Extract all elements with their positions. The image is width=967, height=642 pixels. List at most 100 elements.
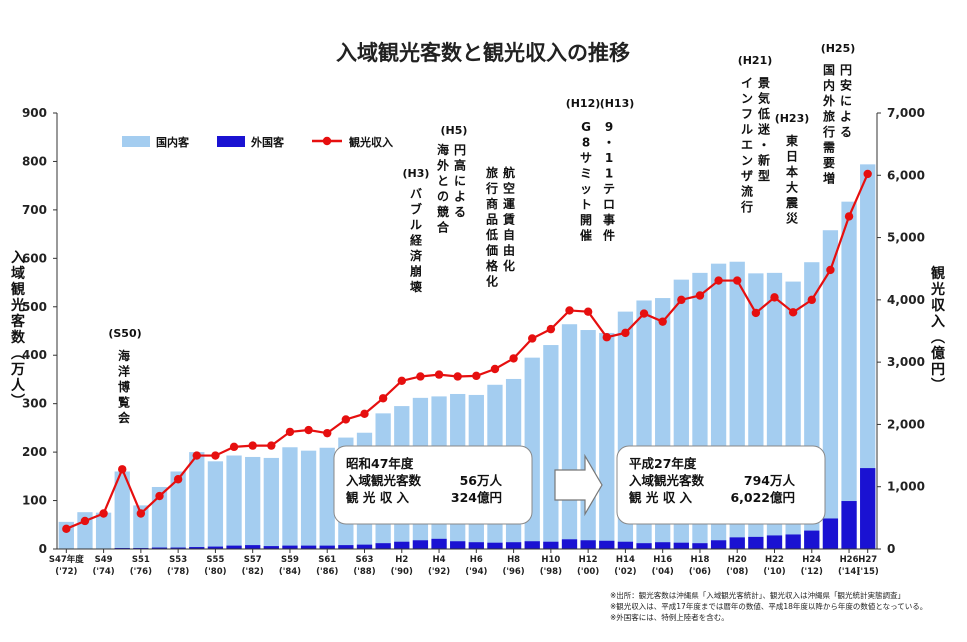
bar-foreign (226, 545, 242, 549)
x-tick-label: H27 (858, 555, 877, 565)
axis-label-char: 低 (757, 106, 770, 121)
point-income (80, 516, 90, 526)
x-tick-label: H10 (541, 555, 560, 565)
y2-tick-label: 4,000 (887, 293, 925, 307)
bar-foreign (580, 540, 596, 549)
y2-tick-label: 7,000 (887, 106, 925, 120)
x-tick-label: S49 (95, 555, 113, 565)
bar-domestic (300, 450, 317, 549)
bar-foreign (692, 543, 708, 549)
point-income (99, 509, 108, 518)
axis-label-char: 光 (10, 297, 25, 314)
axis-label-char: 1 (605, 151, 613, 165)
point-income (807, 295, 816, 305)
axis-label-char: サ (580, 151, 592, 165)
axis-label-char: G (581, 120, 591, 134)
axis-label-char: 高 (454, 158, 466, 173)
bar-foreign (394, 541, 410, 549)
axis-label-char: 流 (741, 184, 753, 199)
point-income (528, 334, 537, 343)
y-tick-label: 900 (22, 106, 47, 120)
x-tick-label: H8 (507, 555, 520, 565)
legend-swatch-domestic (122, 136, 150, 147)
point-income (677, 295, 686, 305)
y-tick-label: 600 (22, 251, 47, 265)
axis-label-char: 洋 (118, 364, 130, 379)
bar-foreign (468, 542, 484, 549)
bar-foreign (710, 540, 727, 549)
axis-label-char: 合 (437, 220, 450, 235)
point-income (155, 491, 164, 501)
axis-label-char: 東 (786, 133, 798, 148)
axis-label-char: 億 (931, 345, 945, 362)
axis-label-char: 化 (503, 258, 515, 273)
bar-foreign (822, 518, 839, 549)
point-income (360, 409, 369, 419)
y2-tick-label: 5,000 (887, 231, 925, 245)
legend-label-domestic: 国内客 (156, 135, 190, 149)
axis-label-char: 域 (11, 265, 25, 282)
bar-domestic (841, 201, 857, 550)
x-tick-label: ('96) (502, 567, 524, 577)
axis-label-char: ︵ (10, 346, 25, 362)
x-tick-label: H18 (690, 555, 709, 565)
point-income (863, 169, 872, 179)
point-income (509, 354, 518, 363)
y2-tick-label: 2,000 (887, 417, 925, 431)
point-income (472, 371, 481, 381)
annotation-era: (H12) (566, 97, 601, 110)
x-tick-label: S61 (318, 555, 336, 565)
annotation-era: (H25) (821, 42, 856, 55)
axis-label-char: 海 (437, 142, 449, 157)
bar-foreign (356, 544, 373, 549)
bar-domestic (133, 505, 149, 549)
axis-label-char: 旅 (823, 109, 835, 124)
y-tick-label: 200 (22, 445, 47, 459)
bar-foreign (636, 543, 652, 549)
axis-label-char: 由 (503, 243, 515, 258)
point-income (733, 276, 742, 285)
x-tick-label: ('78) (167, 567, 189, 577)
point-income (639, 309, 649, 318)
x-tick-label: ('02) (614, 567, 636, 577)
axis-label-char: フ (741, 107, 753, 121)
bar-domestic (282, 447, 298, 549)
annotation-era: (H13) (600, 97, 635, 110)
axis-label-char: エ (741, 138, 753, 152)
axis-label-char: 催 (580, 228, 592, 243)
axis-label-char: ・ (758, 138, 770, 152)
axis-label-char: ・ (603, 136, 615, 150)
bar-foreign (748, 536, 764, 549)
bar-domestic (263, 457, 279, 549)
point-income (248, 441, 257, 450)
x-tick-label: H14 (616, 555, 635, 565)
bar-foreign (561, 539, 578, 549)
x-tick-label: S59 (281, 555, 299, 565)
axis-label-char: ト (580, 198, 592, 212)
axis-label-char: 迷 (757, 122, 771, 137)
bar-foreign (617, 541, 634, 549)
x-tick-label: ('84) (279, 567, 301, 577)
axis-label-char: 博 (118, 379, 130, 394)
axis-label-char: 商 (486, 196, 498, 211)
bar-domestic (95, 512, 112, 549)
axis-label-char: 事 (603, 212, 615, 227)
x-tick-label: ('00) (577, 567, 599, 577)
point-income (323, 428, 332, 438)
axis-label-char: 低 (485, 227, 498, 242)
y-tick-label: 400 (22, 348, 47, 362)
bar-foreign (450, 541, 466, 549)
point-income (658, 317, 667, 326)
point-income (118, 465, 127, 474)
point-income (434, 370, 444, 379)
bar-foreign (785, 534, 801, 549)
bar-foreign (338, 545, 354, 549)
axis-label-char: 入 (11, 250, 25, 266)
point-income (62, 524, 71, 534)
axis-label-char: 覧 (117, 395, 130, 410)
axis-label-char: ︶ (930, 377, 945, 394)
point-income (378, 394, 388, 403)
